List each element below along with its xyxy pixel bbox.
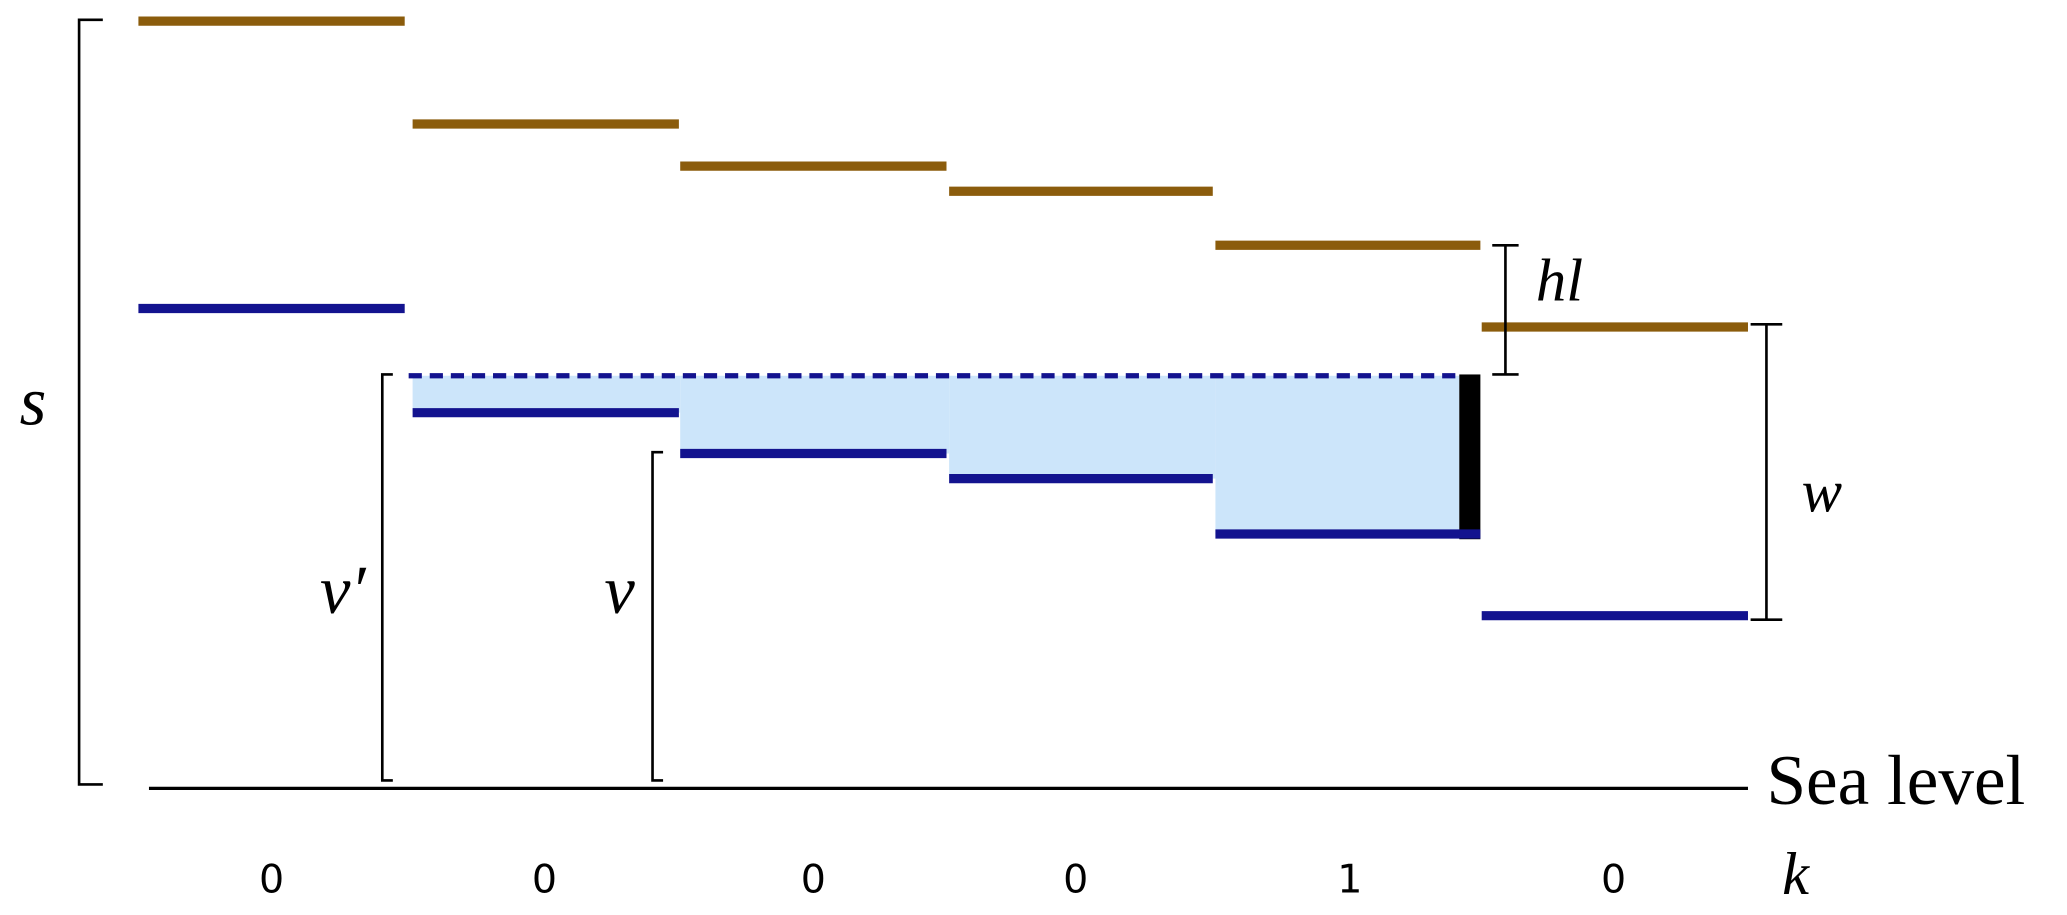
v-prime-label: v′	[320, 552, 366, 628]
w-label: w	[1802, 459, 1842, 526]
k-value: 0	[801, 857, 826, 903]
k-value: 0	[1063, 857, 1088, 903]
hl-bracket	[1492, 243, 1519, 376]
lower-levels	[138, 303, 1748, 621]
k-values: 0 0 0 0 1 0	[259, 857, 1626, 903]
k-value: 0	[1601, 857, 1626, 903]
hl-label: hl	[1536, 248, 1583, 315]
s-bracket	[77, 18, 103, 786]
v-label: v	[604, 552, 635, 628]
s-label: s	[20, 364, 47, 440]
k-value: 0	[259, 857, 284, 903]
k-value: 1	[1337, 857, 1362, 903]
water	[412, 375, 1460, 534]
v-prime-bracket	[380, 373, 393, 782]
k-label: k⃗	[1782, 841, 1856, 908]
v-bracket	[651, 450, 664, 782]
k-value: 0	[532, 857, 557, 903]
upper-levels	[138, 16, 1748, 332]
sea-level-label: Sea level	[1766, 742, 2025, 820]
wall	[1459, 374, 1481, 540]
w-bracket	[1750, 323, 1783, 621]
